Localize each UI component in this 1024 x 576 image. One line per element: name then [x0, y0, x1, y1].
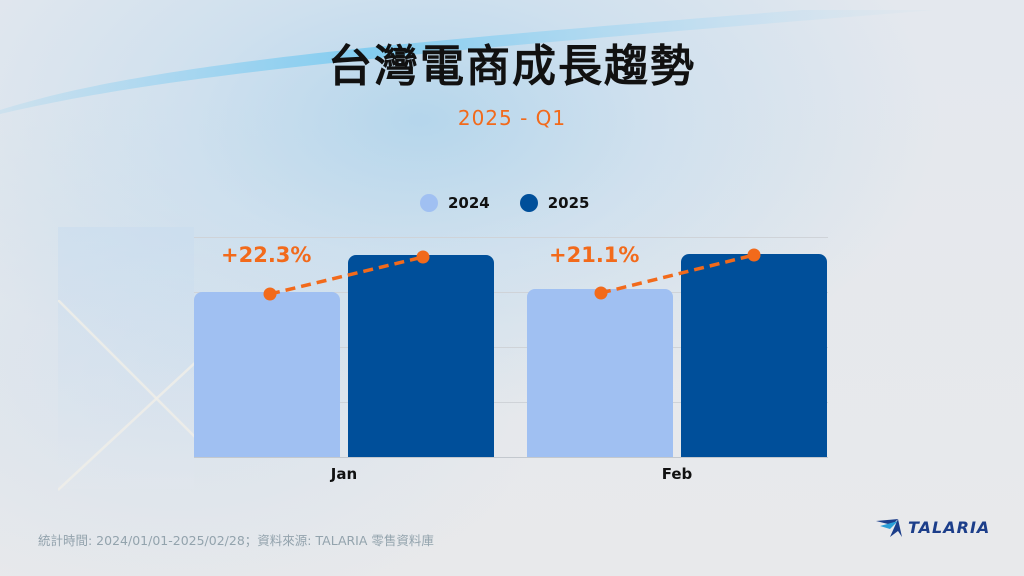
legend-swatch-2024: [420, 194, 438, 212]
bar-jan-2025: [348, 255, 494, 457]
legend-label-2024: 2024: [448, 194, 490, 212]
gridline: [194, 237, 828, 238]
talaria-wing-icon: [876, 519, 902, 537]
bar-feb-2025: [681, 254, 827, 457]
growth-label-jan: +22.3%: [221, 243, 312, 267]
x-label-feb: Feb: [661, 465, 693, 483]
gridline: [194, 292, 828, 293]
logo-text: TALARIA: [908, 517, 991, 537]
page-subtitle: 2025 - Q1: [457, 106, 567, 130]
bar-jan-2024: [194, 292, 340, 457]
x-label-jan: Jan: [330, 465, 358, 483]
decorative-panel: [58, 227, 194, 489]
growth-label-feb: +21.1%: [549, 243, 640, 267]
talaria-logo: TALARIA: [876, 517, 990, 537]
data-source-note: 統計時間: 2024/01/01-2025/02/28；資料來源: TALARI…: [38, 533, 434, 548]
page-title: 台灣電商成長趨勢: [328, 41, 696, 92]
chart-legend: 2024 2025: [420, 194, 590, 212]
legend-label-2025: 2025: [547, 194, 590, 212]
legend-swatch-2025: [519, 194, 538, 212]
legend-item-2024: 2024: [420, 194, 490, 212]
baseline: [194, 457, 828, 458]
gridline: [194, 347, 828, 348]
legend-item-2025: 2025: [519, 194, 590, 212]
gridline: [194, 402, 828, 403]
bar-feb-2024: [527, 289, 673, 457]
decorative-cross-lines: [58, 300, 198, 491]
